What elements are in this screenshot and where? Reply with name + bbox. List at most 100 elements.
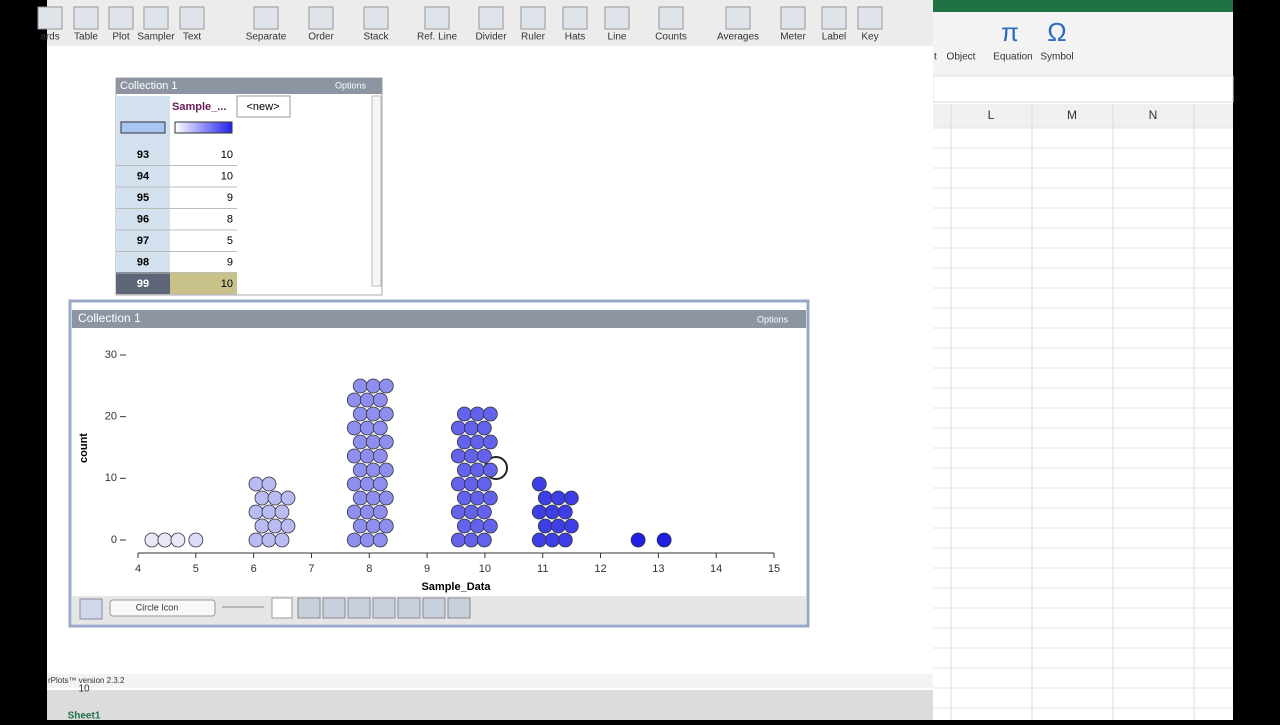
case-dot <box>144 532 160 548</box>
toolbar-button[interactable] <box>821 6 847 30</box>
x-tick-label: 4 <box>135 563 141 575</box>
y-axis-label: count <box>78 433 90 463</box>
case-dot <box>469 406 485 422</box>
case-dot <box>463 532 479 548</box>
case-dot <box>352 406 368 422</box>
selected-row-number <box>116 272 170 294</box>
x-axis-label: Sample_Data <box>421 581 491 593</box>
column-header: M <box>1067 108 1077 122</box>
formula-bar <box>932 75 1234 103</box>
toolbar-button[interactable] <box>253 6 279 30</box>
selected-cell <box>170 272 237 294</box>
case-dot <box>456 490 472 506</box>
plot-tool[interactable] <box>422 597 446 619</box>
case-dot <box>476 504 492 520</box>
toolbar-button[interactable] <box>725 6 751 30</box>
toolbar-button[interactable] <box>37 6 63 30</box>
ribbon-label: Symbol <box>1040 52 1073 63</box>
case-dot <box>248 476 264 492</box>
cell-value: 10 <box>221 170 233 182</box>
toolbar-button[interactable] <box>520 6 546 30</box>
case-dot <box>469 434 485 450</box>
case-dot <box>346 476 362 492</box>
case-dot <box>365 518 381 534</box>
toolbar-button[interactable] <box>780 6 806 30</box>
toolbar-label: Meter <box>780 32 806 43</box>
plot-tool[interactable] <box>322 597 346 619</box>
case-dot <box>372 392 388 408</box>
plot-tool[interactable] <box>372 597 396 619</box>
case-dot <box>557 532 573 548</box>
plot-tool[interactable] <box>347 597 371 619</box>
case-dot <box>463 504 479 520</box>
plot-title: Collection 1 <box>78 311 141 325</box>
case-dot <box>469 462 485 478</box>
case-dot <box>476 476 492 492</box>
ribbon-symbol: Ω <box>1047 17 1066 47</box>
case-dot <box>378 378 394 394</box>
toolbar-button[interactable] <box>562 6 588 30</box>
toolbar-button[interactable] <box>143 6 169 30</box>
case-dot <box>456 518 472 534</box>
plot-window <box>68 299 810 628</box>
plot-tool[interactable] <box>297 597 321 619</box>
case-dot <box>378 518 394 534</box>
toolbar-button[interactable] <box>179 6 205 30</box>
case-dot <box>346 448 362 464</box>
toolbar-button[interactable] <box>857 6 883 30</box>
case-dot <box>656 532 672 548</box>
case-dot <box>550 490 566 506</box>
y-tick-label: 20 <box>105 411 117 423</box>
case-dot <box>450 448 466 464</box>
toolbar-label: Sampler <box>137 32 175 43</box>
toolbar-button[interactable] <box>73 6 99 30</box>
column-header: N <box>1149 108 1158 122</box>
y-tick-label: 30 <box>105 349 117 361</box>
cell-value: 8 <box>227 213 233 225</box>
case-dot <box>267 490 283 506</box>
toolbar-label: Ruler <box>521 32 546 43</box>
toolbar-button[interactable] <box>108 6 134 30</box>
case-dot <box>476 448 492 464</box>
case-dot <box>280 490 296 506</box>
case-dot <box>463 476 479 492</box>
case-dot <box>274 532 290 548</box>
case-dot <box>365 462 381 478</box>
table-options: Options <box>335 80 367 90</box>
color-swatch <box>120 121 166 134</box>
icon-menu[interactable] <box>109 599 216 617</box>
toolbar-button[interactable] <box>658 6 684 30</box>
table-title: Collection 1 <box>120 80 177 92</box>
case-dot <box>346 392 362 408</box>
pointer-tool[interactable] <box>271 597 293 619</box>
toolbar-label: Hats <box>565 32 586 43</box>
toolbar-button[interactable] <box>424 6 450 30</box>
case-dot <box>482 462 498 478</box>
excel-titlebar <box>933 0 1233 12</box>
case-dot <box>372 504 388 520</box>
case-dot <box>378 462 394 478</box>
case-dot <box>170 532 186 548</box>
case-dot <box>261 504 277 520</box>
y-tick-label: 10 <box>105 472 117 484</box>
rerandomize-button[interactable] <box>79 598 103 620</box>
case-dot <box>482 434 498 450</box>
toolbar-label: Stack <box>363 32 389 43</box>
case-dot <box>563 518 579 534</box>
plot-tool[interactable] <box>397 597 421 619</box>
toolbar-button[interactable] <box>363 6 389 30</box>
case-dot <box>372 476 388 492</box>
toolbar-button[interactable] <box>478 6 504 30</box>
row-number: 94 <box>137 170 150 182</box>
case-dot <box>456 462 472 478</box>
x-tick-label: 5 <box>193 563 199 575</box>
plot-tool[interactable] <box>447 597 471 619</box>
ribbon-symbol: π <box>1001 17 1019 47</box>
case-dot <box>267 518 283 534</box>
toolbar-button[interactable] <box>604 6 630 30</box>
toolbar-button[interactable] <box>308 6 334 30</box>
x-tick-label: 11 <box>537 563 548 575</box>
case-dot <box>372 420 388 436</box>
case-dot <box>365 406 381 422</box>
